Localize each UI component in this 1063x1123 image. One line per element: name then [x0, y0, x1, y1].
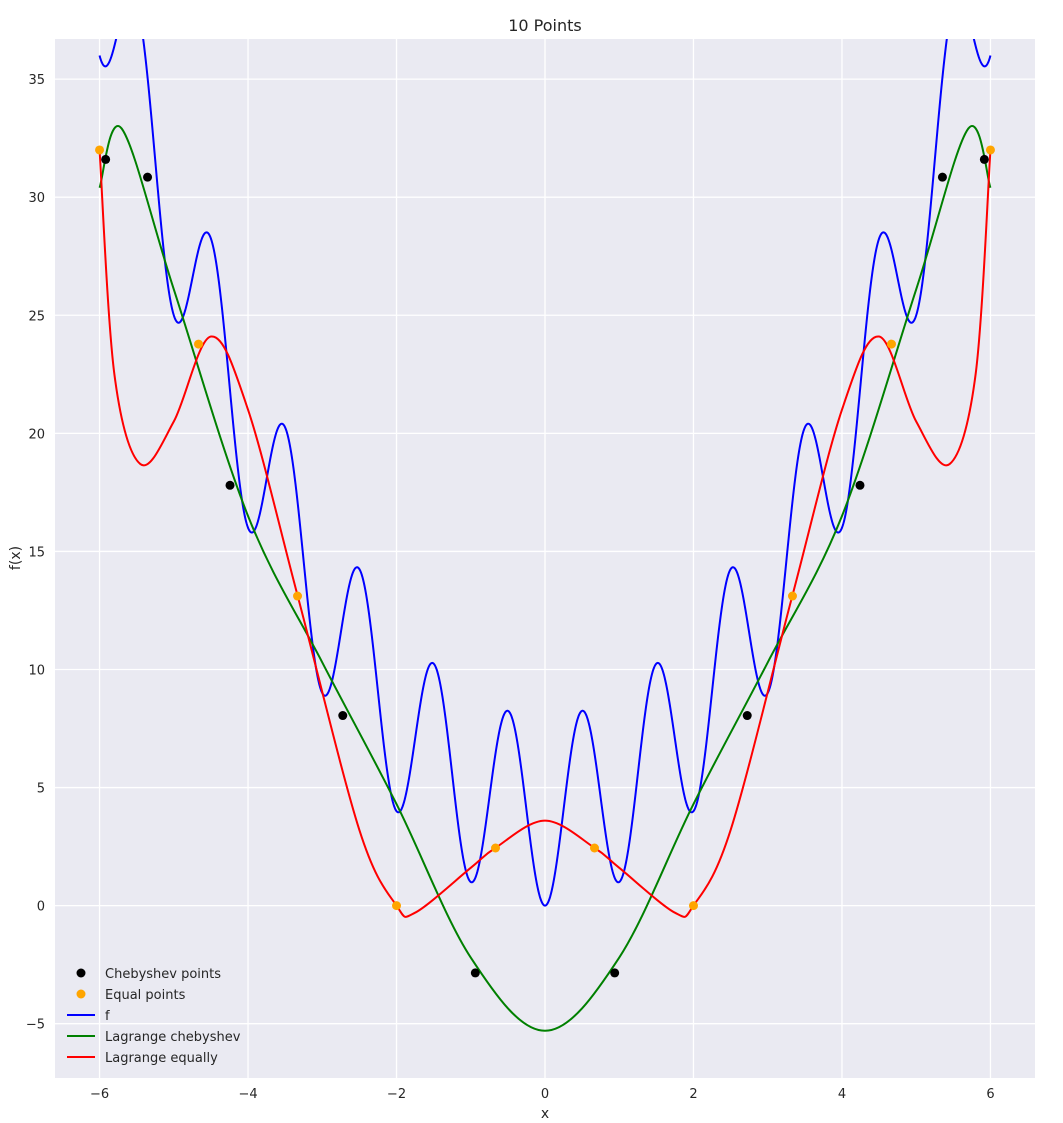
series-line-lagrange-chebyshev — [98, 125, 992, 1032]
x-tick-label: 6 — [986, 1087, 994, 1102]
chebyshev-points-point — [470, 968, 480, 978]
x-axis-label: x — [541, 1106, 549, 1122]
y-tick-label: 25 — [28, 309, 45, 324]
y-tick-label: 30 — [28, 191, 45, 206]
y-tick-label: 0 — [37, 900, 45, 915]
legend-label: Lagrange equally — [105, 1051, 218, 1066]
chebyshev-points-point — [338, 711, 348, 721]
chebyshev-points-point — [937, 172, 947, 182]
legend-label: f — [105, 1009, 110, 1024]
chebyshev-points-point — [742, 711, 752, 721]
chebyshev-points-point — [143, 172, 153, 182]
y-tick-label: −5 — [26, 1018, 45, 1033]
chebyshev-points-point — [225, 480, 235, 490]
series-line-lagrange-equally — [98, 149, 992, 918]
x-tick-label: 0 — [541, 1087, 549, 1102]
chebyshev-points-point — [101, 154, 111, 164]
chebyshev-points-point — [855, 480, 865, 490]
legend: Chebyshev points Equal points f Lagrange ch… — [67, 967, 241, 1066]
grid — [55, 39, 1035, 1078]
x-tick-label: 2 — [689, 1087, 697, 1102]
legend-label: Chebyshev points — [105, 967, 221, 982]
chebyshev-points-point — [979, 154, 989, 164]
x-tick-label: −2 — [387, 1087, 406, 1102]
x-tick-label: 4 — [838, 1087, 846, 1102]
equal-points-point — [95, 145, 105, 155]
equal-points-point — [491, 843, 501, 853]
chart-title: 10 Points — [508, 16, 582, 35]
legend-label: Equal points — [105, 988, 186, 1003]
y-tick-label: 35 — [28, 73, 45, 88]
legend-swatch-chebyshev-points — [76, 968, 86, 978]
equal-points-point — [787, 591, 797, 601]
x-tick-label: −4 — [238, 1087, 257, 1102]
equal-points-point — [194, 339, 204, 349]
series-group — [98, 39, 992, 1032]
tick-labels: −6 −4 −2 0 2 4 6 −5 0 5 10 15 20 25 30 35 — [26, 73, 995, 1102]
y-tick-label: 10 — [28, 663, 45, 678]
chebyshev-points-point — [610, 968, 620, 978]
equal-points-point — [688, 901, 698, 911]
equal-points-point — [886, 339, 896, 349]
marker-group — [95, 145, 995, 978]
legend-swatch-equal-points — [76, 989, 86, 999]
legend-label: Lagrange chebyshev — [105, 1030, 241, 1045]
x-tick-label: −6 — [90, 1087, 109, 1102]
equal-points-point — [293, 591, 303, 601]
equal-points-point — [985, 145, 995, 155]
y-tick-label: 5 — [37, 782, 45, 797]
equal-points-point — [589, 843, 599, 853]
equal-points-point — [392, 901, 402, 911]
y-tick-label: 15 — [28, 545, 45, 560]
series-line-f — [98, 39, 992, 907]
y-axis-label: f(x) — [8, 546, 24, 570]
y-tick-label: 20 — [28, 427, 45, 442]
